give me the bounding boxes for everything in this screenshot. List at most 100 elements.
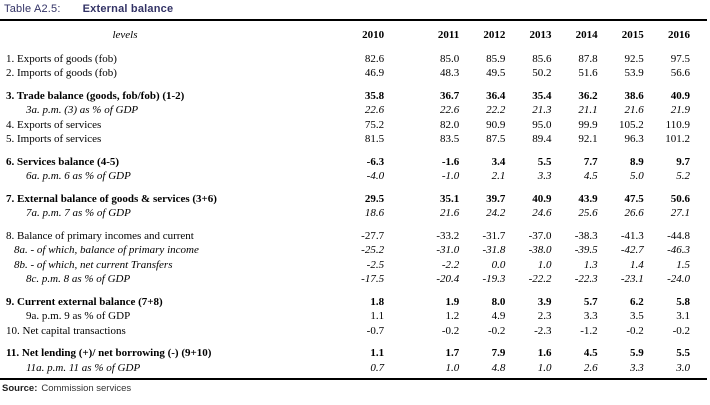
value-cell: 25.6 [578, 207, 598, 219]
value-cell: 81.5 [364, 133, 385, 145]
value-cell: -2.5 [366, 258, 385, 271]
value-cell: -1.6 [441, 155, 460, 168]
table-row: 10. Net capital transactions -0.7 -0.2 -0.2… [0, 324, 690, 339]
value-cell: 96.3 [624, 133, 644, 145]
value-cell: -0.2 [672, 324, 690, 337]
value-cell: 40.9 [670, 89, 690, 102]
value-cell: 56.6 [670, 67, 690, 79]
value-cell: 110.9 [665, 118, 690, 131]
value-cell: -2.3 [534, 324, 552, 337]
value-cell: 53.9 [624, 67, 644, 79]
row-label: 4. Exports of services [6, 118, 102, 131]
value-cell: 36.2 [578, 89, 598, 102]
value-cell: -1.0 [441, 170, 460, 182]
value-cell: 4.9 [491, 310, 506, 322]
table-row: 11a. p.m. 11 as % of GDP 0.7 1.0 4.8 1.0 2.6 3… [0, 361, 690, 376]
value-cell: 2.6 [583, 361, 598, 374]
value-cell: 90.9 [486, 118, 506, 131]
value-cell: 8.0 [491, 295, 506, 308]
table-body: 1. Exports of goods (fob) 82.6 85.0 85.9 85.… [0, 52, 690, 376]
value-cell: 1.7 [445, 347, 460, 359]
value-cell: -37.0 [528, 229, 552, 242]
value-cell: 5.7 [583, 295, 598, 308]
value-cell: -23.1 [620, 273, 644, 285]
levels-header: levels [0, 22, 336, 52]
row-label: 3a. p.m. (3) as % of GDP [26, 104, 139, 116]
value-cell: 4.5 [583, 170, 598, 182]
row-label: 11. Net lending (+)/ net borrowing (-) (… [6, 347, 212, 359]
value-cell: 35.8 [364, 89, 385, 102]
value-cell: -31.7 [482, 229, 506, 242]
table-title: Table A2.5: External balance [0, 0, 710, 17]
value-cell: -0.2 [488, 324, 506, 337]
table-row: 3. Trade balance (goods, fob/fob) (1-2) 3… [0, 81, 690, 104]
value-cell: 75.2 [364, 118, 385, 131]
value-cell: 92.1 [578, 133, 598, 145]
row-label: 1. Exports of goods (fob) [6, 52, 117, 65]
year-header: 2016 [668, 29, 690, 41]
value-cell: 5.5 [537, 155, 552, 168]
value-cell: 5.8 [676, 295, 690, 308]
value-cell: 1.2 [445, 310, 460, 322]
value-cell: 3.3 [630, 361, 644, 374]
value-cell: 8.9 [630, 155, 644, 168]
value-cell: -0.2 [626, 324, 644, 337]
table-row: 2. Imports of goods (fob) 46.9 48.3 49.5 50.… [0, 66, 690, 81]
value-cell: 1.0 [445, 361, 460, 374]
value-cell: 1.5 [676, 258, 690, 271]
value-cell: 5.5 [676, 347, 690, 359]
source-text: Commission services [41, 383, 132, 394]
value-cell: 3.5 [630, 310, 644, 322]
row-label: 8. Balance of primary incomes and curren… [6, 229, 194, 242]
table-row: 5. Imports of services 81.5 83.5 87.5 89.4 92… [0, 132, 690, 147]
year-header: 2011 [437, 29, 460, 41]
row-label: 8b. - of which, net current Transfers [14, 258, 173, 271]
value-cell: 0.7 [370, 361, 385, 374]
row-label: 8c. p.m. 8 as % of GDP [26, 273, 131, 285]
value-cell: -6.3 [366, 155, 385, 168]
value-cell: 43.9 [578, 192, 598, 205]
row-label: 8a. - of which, balance of primary incom… [14, 244, 199, 256]
value-cell: 18.6 [364, 207, 385, 219]
value-cell: 5.9 [630, 347, 644, 359]
value-cell: 3.3 [583, 310, 598, 322]
value-cell: -24.0 [667, 273, 690, 285]
value-cell: 1.8 [370, 295, 385, 308]
value-cell: 85.9 [486, 52, 506, 65]
table-row: 6. Services balance (4-5) -6.3 -1.6 3.4 5.5 7… [0, 147, 690, 170]
value-cell: 5.2 [676, 170, 690, 182]
value-cell: -46.3 [667, 244, 690, 256]
value-cell: 82.0 [440, 118, 460, 131]
row-label: 11a. p.m. 11 as % of GDP [26, 361, 141, 374]
table-number: Table A2.5: [4, 3, 61, 15]
table-row: 9a. p.m. 9 as % of GDP 1.1 1.2 4.9 2.3 3.3 3.5… [0, 309, 690, 324]
value-cell: -0.7 [366, 324, 385, 337]
value-cell: -22.2 [528, 273, 552, 285]
table-header: levels 2010 2011 2012 2013 2014 2015 2016 [0, 22, 690, 52]
value-cell: 0.0 [491, 258, 506, 271]
value-cell: 48.3 [440, 67, 460, 79]
value-cell: 51.6 [578, 67, 598, 79]
value-cell: 97.5 [670, 52, 690, 65]
source-line: Source: Commission services [0, 380, 710, 394]
table-row: 7. External balance of goods & services … [0, 184, 690, 207]
value-cell: 87.5 [486, 133, 506, 145]
table-row: 9. Current external balance (7+8) 1.8 1.9 8… [0, 287, 690, 310]
value-cell: 6.2 [630, 295, 644, 308]
table-row: 8. Balance of primary incomes and curren… [0, 221, 690, 244]
value-cell: 46.9 [364, 67, 385, 79]
value-cell: 36.4 [486, 89, 506, 102]
levels-label: levels [112, 29, 138, 41]
value-cell: 82.6 [364, 52, 385, 65]
table-row: 8b. - of which, net current Transfers -2.… [0, 258, 690, 273]
value-cell: 39.7 [486, 192, 506, 205]
value-cell: -1.2 [580, 324, 598, 337]
value-cell: -20.4 [436, 273, 460, 285]
value-cell: 3.9 [537, 295, 552, 308]
value-cell: 1.1 [370, 310, 385, 322]
external-balance-table: levels 2010 2011 2012 2013 2014 2015 2016 1. E… [0, 22, 690, 375]
value-cell: 50.2 [532, 67, 552, 79]
value-cell: 95.0 [532, 118, 552, 131]
table-row: 6a. p.m. 6 as % of GDP -4.0 -1.0 2.1 3.3 4.5 5… [0, 169, 690, 184]
